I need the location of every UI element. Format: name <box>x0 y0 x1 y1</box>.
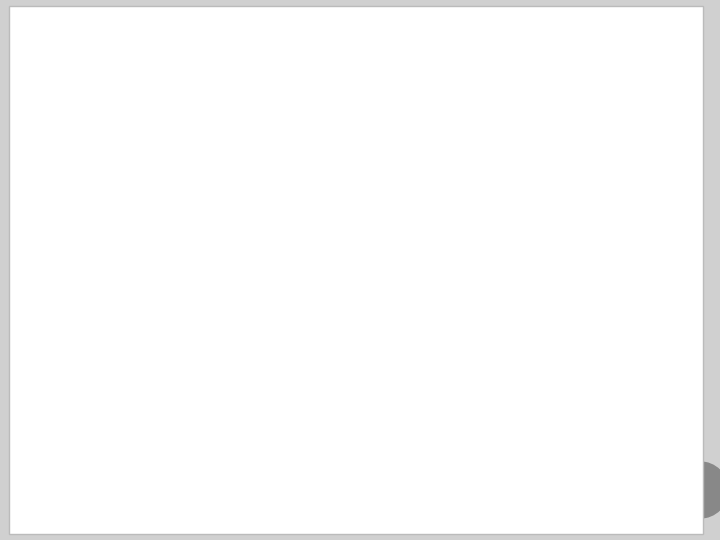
Text: changes in: changes in <box>75 165 163 179</box>
Text: mixing: mixing <box>318 249 375 265</box>
Circle shape <box>672 462 720 518</box>
Text: reactions: reactions <box>173 148 253 163</box>
Text: HEMICAL: HEMICAL <box>264 88 347 106</box>
Text: involve changes in properties and: involve changes in properties and <box>276 148 541 163</box>
Text: .  For example, if you add: . For example, if you add <box>392 249 588 265</box>
Text: 1. Formation of a: 1. Formation of a <box>75 233 210 248</box>
Text: Chemical: Chemical <box>75 148 151 163</box>
Text: A: A <box>210 88 235 106</box>
Text: reaction, and the curdled milk is the precipitate.: reaction, and the curdled milk is the pr… <box>75 282 446 298</box>
Text: gas: gas <box>307 333 337 348</box>
Text: Example:  An apple browning after it is cut.  (It has reacted: Example: An apple browning after it is c… <box>75 436 528 451</box>
Text: reactants: reactants <box>75 349 157 364</box>
Text: to milk, the milk will: to milk, the milk will <box>202 266 366 281</box>
Text: observe: observe <box>271 181 341 196</box>
Text: oxygen: oxygen <box>123 453 185 468</box>
Text: C: C <box>241 88 258 112</box>
Text: boiling is a physical: boiling is a physical <box>446 366 601 381</box>
Text: energy: energy <box>189 165 248 179</box>
Text: This is a chemical: This is a chemical <box>490 266 632 281</box>
Text: is released from solid or liquid: is released from solid or liquid <box>346 333 582 348</box>
Text: a sign of a reaction.  Bubbles are not: a sign of a reaction. Bubbles are not <box>287 349 575 364</box>
Text: with: with <box>75 453 112 468</box>
Text: water: water <box>382 366 432 381</box>
Text: solid: solid <box>564 233 604 248</box>
Text: I: I <box>52 88 60 112</box>
Text: 3.  Color change:  This: 3. Color change: This <box>75 420 251 435</box>
Text: a chemical reaction.: a chemical reaction. <box>360 181 521 196</box>
Text: , it: , it <box>181 349 206 364</box>
Text: in the air.: in the air. <box>203 453 281 468</box>
Text: precipitate: precipitate <box>250 233 344 248</box>
Text: curdle.: curdle. <box>414 266 474 281</box>
Text: a sign of a reaction.: a sign of a reaction. <box>376 420 533 435</box>
Text: :  A precipitate is a: : A precipitate is a <box>372 233 521 248</box>
Text: □: □ <box>52 333 66 348</box>
Text: EACTION: EACTION <box>402 88 485 106</box>
Text: can be: can be <box>303 420 360 435</box>
Text: change.: change. <box>75 382 136 397</box>
Text: always a sign of a reaction, ie,: always a sign of a reaction, ie, <box>75 366 313 381</box>
Text: □: □ <box>52 233 66 248</box>
Text: can be: can be <box>213 349 270 364</box>
Text: that you can often observe.  There are: that you can often observe. There are <box>266 165 566 179</box>
Text: □: □ <box>52 420 66 435</box>
Text: DENTIFYING: DENTIFYING <box>63 88 177 106</box>
Text: R: R <box>379 88 397 112</box>
Text: formed from two liquids: formed from two liquids <box>75 249 263 265</box>
Text: □: □ <box>52 148 66 163</box>
Text: three main ways to: three main ways to <box>75 181 228 196</box>
Text: lemon juice: lemon juice <box>75 266 174 281</box>
Text: 2. Gas production:  If a: 2. Gas production: If a <box>75 333 255 348</box>
